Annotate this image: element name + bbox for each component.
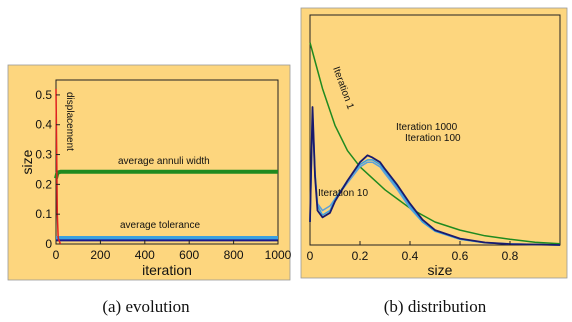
annotation-iteration-10: Iteration 10	[318, 188, 368, 199]
a-x-tick-label: 200	[90, 248, 110, 262]
y-axis-label-a: size	[19, 149, 35, 174]
annotation-average-tolerance: average tolerance	[120, 220, 200, 231]
plot-b-frame	[309, 14, 561, 246]
annotation-iteration-1000: Iteration 1000	[396, 122, 458, 133]
b-x-tick-label: 0.8	[502, 249, 519, 263]
a-x-tick-label: 0	[53, 248, 60, 262]
a-y-tick-label: 0.4	[35, 118, 52, 132]
panel-evolution: 00.10.20.30.40.5 0 200 400 600 800 1000 size …	[7, 64, 292, 316]
b-series-iteration-1000	[309, 106, 561, 246]
b-series-iteration-1	[309, 42, 561, 245]
a-y-tick-label: 0	[45, 237, 52, 251]
a-x-tick-label: 600	[179, 248, 199, 262]
b-x-tick-label: 0.2	[352, 249, 369, 263]
b-x-tick-label: 0.4	[402, 249, 419, 263]
caption-b: (b) distribution	[384, 297, 487, 316]
b-x-tick-label: 0.6	[452, 249, 469, 263]
plot-b-background	[300, 7, 568, 279]
annotation-displacement: displacement	[64, 92, 75, 151]
annotation-average-annuli-width: average annuli width	[118, 156, 210, 167]
panel-distribution: 0 0.2 0.4 0.6 0.8 size Iteration 1 Iteration…	[300, 7, 568, 316]
x-axis-label-a: iteration	[142, 262, 192, 278]
a-x-tick-label: 400	[135, 248, 155, 262]
a-x-tick-label: 1000	[265, 248, 292, 262]
a-y-tick-label: 0.1	[35, 207, 52, 221]
a-y-tick-label: 0.5	[35, 88, 52, 102]
plot-a-frame	[55, 79, 279, 245]
a-x-tick-label: 800	[224, 248, 244, 262]
a-y-tick-label: 0.2	[35, 177, 52, 191]
a-y-tick-label: 0.3	[35, 148, 52, 162]
a-series-average-annuli-width	[54, 169, 278, 179]
annotation-iteration-100: Iteration 100	[405, 133, 461, 144]
b-x-tick-label: 0	[307, 249, 314, 263]
x-axis-label-b: size	[428, 262, 453, 278]
caption-a: (a) evolution	[102, 297, 190, 316]
